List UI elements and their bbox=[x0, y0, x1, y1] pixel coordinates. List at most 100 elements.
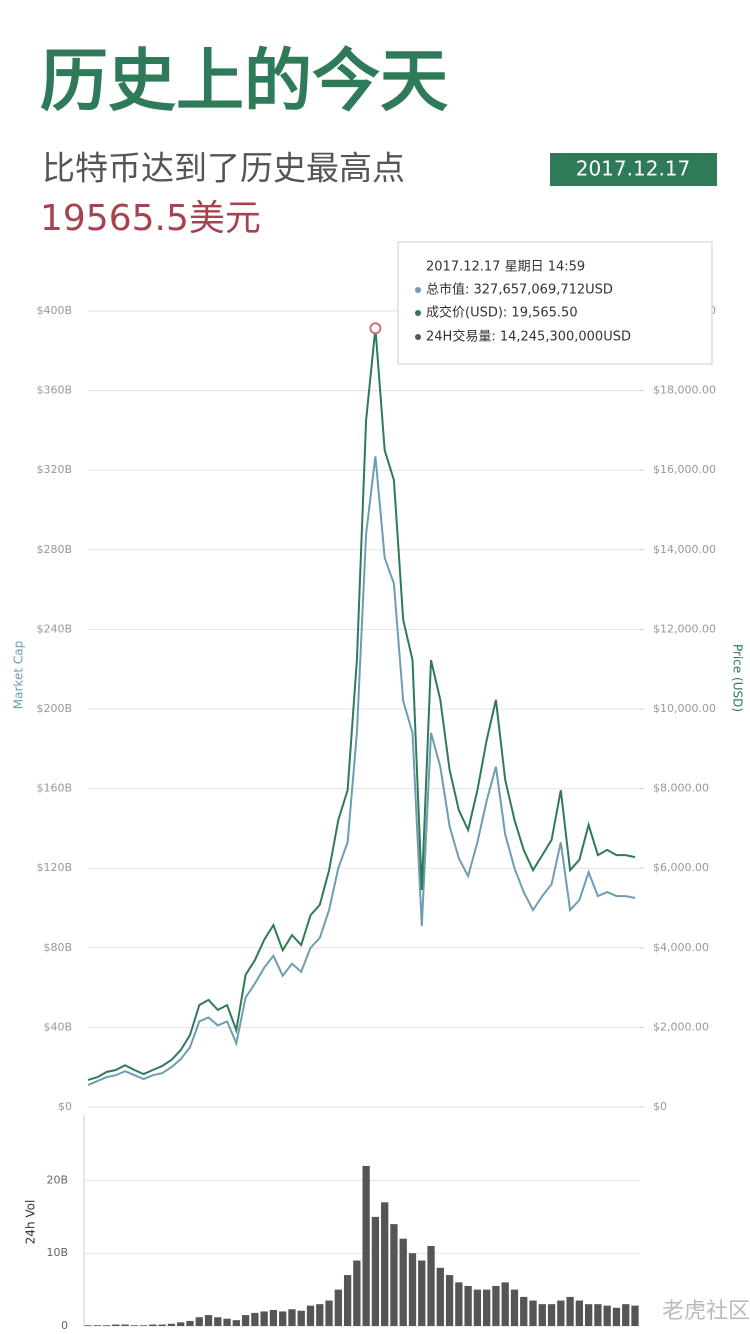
volume-bar bbox=[483, 1289, 491, 1326]
volume-bar bbox=[371, 1216, 380, 1326]
y-tick-label: $120B bbox=[36, 861, 72, 874]
volume-bar bbox=[279, 1311, 287, 1326]
volume-bar bbox=[251, 1312, 259, 1326]
volume-bar bbox=[603, 1305, 611, 1326]
plots: $0 $40B $80B $120B $160B $200B $240B $280B $320B… bbox=[12, 304, 745, 1332]
date-badge: 2017.12.17 bbox=[576, 157, 691, 181]
volume-bar bbox=[427, 1245, 435, 1326]
volume-bar bbox=[84, 1325, 92, 1326]
tooltip-dot bbox=[415, 287, 421, 293]
volume-bar bbox=[510, 1289, 519, 1326]
volume-bar bbox=[195, 1317, 203, 1326]
y-tick-label: $400B bbox=[36, 304, 72, 317]
subtitle: 比特币达到了历史最高点 bbox=[42, 149, 405, 188]
volume-bar bbox=[158, 1324, 166, 1326]
title: 历史上的今天 bbox=[40, 43, 448, 122]
volume-bar bbox=[408, 1253, 417, 1326]
volume-bar bbox=[343, 1275, 352, 1326]
y2-tick-label: $8,000.00 bbox=[653, 782, 709, 795]
volume-bar bbox=[445, 1275, 454, 1326]
volume-bar bbox=[93, 1325, 101, 1326]
volume-bar bbox=[566, 1296, 574, 1326]
volume-bar bbox=[418, 1260, 426, 1326]
volume-bar bbox=[390, 1224, 398, 1326]
tooltip: 2017.12.17 星期日 14:59 总市值: 327,657,069,71… bbox=[397, 241, 713, 365]
volume-bar bbox=[575, 1300, 584, 1326]
y2-tick-label: $16,000.00 bbox=[653, 463, 716, 476]
y-axis-title: 24h Vol bbox=[24, 1200, 38, 1245]
volume-bar bbox=[186, 1320, 194, 1326]
y2-tick-label: $4,000.00 bbox=[653, 941, 709, 954]
peak-marker bbox=[369, 322, 382, 335]
volume-bar bbox=[547, 1304, 556, 1326]
volume-bar bbox=[232, 1320, 240, 1326]
volume-bar bbox=[112, 1324, 120, 1326]
y-tick-label: $80B bbox=[43, 941, 72, 954]
series-line bbox=[87, 328, 636, 1081]
volume-bar bbox=[353, 1260, 361, 1326]
volume-bar bbox=[325, 1300, 333, 1326]
volume-bar bbox=[149, 1324, 157, 1326]
y-tick-label: 10B bbox=[46, 1246, 68, 1259]
volume-bar bbox=[455, 1282, 463, 1326]
volume-bar bbox=[464, 1285, 472, 1326]
y-tick-label: $40B bbox=[43, 1020, 72, 1033]
volume-bar bbox=[594, 1304, 602, 1326]
y2-tick-label: $12,000.00 bbox=[653, 622, 716, 635]
tooltip-line: 总市值: 327,657,069,712USD bbox=[426, 282, 613, 298]
volume-bar bbox=[102, 1325, 111, 1326]
volume-bar bbox=[529, 1300, 537, 1326]
volume-bar bbox=[306, 1305, 315, 1326]
tooltip-box bbox=[397, 241, 713, 365]
volume-bar bbox=[204, 1315, 213, 1326]
volume-bar bbox=[177, 1322, 185, 1326]
volume-bar bbox=[622, 1304, 630, 1326]
volume-bar bbox=[362, 1165, 370, 1326]
volume-bar bbox=[584, 1304, 593, 1326]
volume-bar bbox=[381, 1202, 389, 1326]
y-tick-label: $200B bbox=[36, 702, 72, 715]
date-badge-bg bbox=[550, 153, 717, 186]
volume-bar bbox=[520, 1296, 528, 1326]
watermark: 老虎社区 bbox=[662, 1299, 750, 1324]
volume-bar bbox=[557, 1300, 565, 1326]
y2-axis-title: Price (USD) bbox=[731, 644, 745, 712]
volume-bar bbox=[139, 1325, 148, 1326]
y-tick-label: $160B bbox=[36, 782, 72, 795]
y-tick-label: 0 bbox=[61, 1319, 68, 1332]
volume-bar bbox=[297, 1310, 305, 1326]
volume-bar bbox=[260, 1311, 268, 1326]
y-tick-label: $360B bbox=[36, 384, 72, 397]
volume-bar bbox=[612, 1307, 621, 1326]
y2-tick-label: $6,000.00 bbox=[653, 861, 709, 874]
volume-bar bbox=[269, 1309, 278, 1326]
y-tick-label: $280B bbox=[36, 543, 72, 556]
volume-bar bbox=[492, 1285, 500, 1326]
y2-tick-label: $2,000.00 bbox=[653, 1020, 709, 1033]
y-axis-title: Market Cap bbox=[12, 641, 26, 709]
volume-bar bbox=[241, 1315, 250, 1326]
y-tick-label: $240B bbox=[36, 622, 72, 635]
y-tick-label: $0 bbox=[58, 1100, 72, 1113]
tooltip-dot bbox=[415, 310, 421, 316]
volume-bar bbox=[288, 1309, 296, 1326]
tooltip-line: 成交价(USD): 19,565.50 bbox=[426, 305, 578, 321]
y2-tick-label: $18,000.00 bbox=[653, 384, 716, 397]
y2-tick-label: $10,000.00 bbox=[653, 702, 716, 715]
tooltip-date: 2017.12.17 星期日 14:59 bbox=[426, 260, 585, 275]
series-line bbox=[87, 456, 636, 1087]
y2-tick-label: $14,000.00 bbox=[653, 543, 716, 556]
volume-bar bbox=[316, 1304, 324, 1326]
tooltip-dot bbox=[415, 334, 421, 340]
volume-bar bbox=[473, 1289, 482, 1326]
volume-bar bbox=[538, 1304, 546, 1326]
y-tick-label: $320B bbox=[36, 463, 72, 476]
volume-bar bbox=[631, 1305, 639, 1326]
tooltip-line: 24H交易量: 14,245,300,000USD bbox=[426, 329, 631, 345]
volume-bar bbox=[214, 1317, 222, 1326]
volume-bar bbox=[167, 1323, 176, 1326]
volume-bar bbox=[334, 1289, 342, 1326]
volume-bar bbox=[501, 1282, 509, 1326]
volume-bar bbox=[130, 1325, 139, 1326]
